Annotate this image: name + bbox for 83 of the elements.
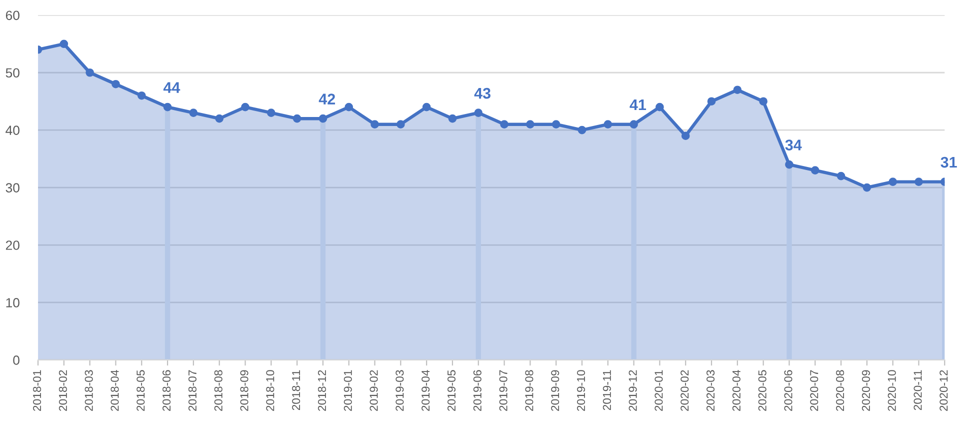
point	[759, 97, 768, 106]
point	[914, 178, 923, 186]
point	[344, 102, 354, 112]
x-tick-label: 2020-11	[914, 370, 922, 410]
x-tick-label: 2019-01	[344, 370, 352, 411]
data-label: 42	[318, 94, 336, 104]
point	[888, 178, 897, 186]
point	[137, 91, 146, 100]
x-tick-label: 2020-07	[810, 370, 818, 411]
x-tick-label: 2020-06	[784, 370, 792, 411]
data-label: 34	[785, 140, 802, 150]
point	[604, 120, 612, 129]
point	[526, 120, 534, 129]
point	[396, 120, 405, 129]
x-tick-label: 2020-12	[940, 370, 948, 411]
x-tick-label: 2019-04	[422, 370, 430, 411]
data-label: 41	[630, 100, 646, 110]
point	[552, 120, 560, 129]
x-tick-label: 2018-11	[292, 370, 300, 410]
data-label: 44	[163, 82, 180, 93]
x-tick-label: 2020-05	[758, 370, 766, 411]
x-tick-label: 2018-09	[240, 370, 248, 411]
point	[189, 108, 198, 118]
x-tick-label: 2018-01	[33, 370, 42, 411]
x-tick-label: 2018-07	[188, 370, 196, 411]
point	[241, 102, 250, 112]
x-tick-label: 2020-03	[706, 370, 715, 411]
x-tick-label: 2018-03	[84, 370, 93, 411]
x-tick-label: 2019-12	[628, 370, 637, 411]
point	[707, 97, 716, 106]
point	[500, 120, 508, 129]
x-tick-label: 2019-07	[499, 370, 508, 411]
x-tick-label: 2020-01	[654, 370, 663, 411]
point	[733, 86, 742, 94]
point	[86, 68, 94, 77]
x-tick-label: 2018-04	[110, 370, 119, 411]
y-tick-label: 30	[6, 183, 20, 192]
point	[370, 120, 379, 129]
point	[656, 102, 664, 112]
point	[292, 114, 302, 123]
x-tick-label: 2018-05	[136, 370, 145, 411]
x-tick-label: 2019-10	[576, 370, 586, 411]
x-tick-label: 2019-09	[551, 370, 560, 411]
x-tick-label: 2019-05	[447, 370, 456, 411]
y-tick-label: 50	[6, 68, 20, 78]
point	[318, 114, 328, 123]
x-tick-label: 2019-06	[473, 370, 482, 411]
point	[474, 108, 483, 118]
x-tick-label: 2018-12	[318, 370, 326, 411]
point	[163, 102, 172, 112]
x-tick-label: 2019-03	[396, 370, 404, 411]
point	[422, 102, 431, 112]
x-tick-label: 2018-06	[162, 370, 171, 411]
point	[578, 126, 586, 134]
point	[862, 183, 872, 192]
data-label: 43	[474, 88, 490, 99]
point	[836, 172, 846, 180]
point	[681, 132, 690, 140]
point	[215, 114, 224, 123]
x-tick-label: 2018-10	[266, 370, 274, 411]
point	[60, 40, 68, 48]
x-tick-label: 2019-08	[525, 370, 534, 411]
x-tick-label: 2019-02	[370, 370, 378, 411]
y-tick-label: 0	[13, 356, 20, 365]
x-tick-label: 2020-02	[680, 370, 689, 411]
point	[630, 120, 638, 129]
point	[266, 108, 276, 118]
x-tick-label: 2020-09	[862, 370, 870, 411]
point	[112, 80, 120, 88]
x-tick-label: 2018-08	[214, 370, 222, 411]
y-tick-label: 60	[6, 10, 20, 20]
point	[785, 160, 794, 169]
y-tick-label: 20	[6, 240, 20, 250]
point	[810, 166, 820, 174]
x-tick-label: 2020-10	[888, 370, 896, 411]
y-tick-label: 40	[6, 126, 20, 135]
x-tick-label: 2018-02	[58, 370, 67, 411]
data-label: 31	[940, 156, 957, 168]
x-tick-label: 2020-08	[836, 370, 844, 411]
point	[448, 114, 457, 123]
x-tick-label: 2019-11	[602, 370, 611, 410]
y-tick-label: 10	[6, 298, 20, 308]
x-tick-label: 2020-04	[732, 370, 740, 411]
